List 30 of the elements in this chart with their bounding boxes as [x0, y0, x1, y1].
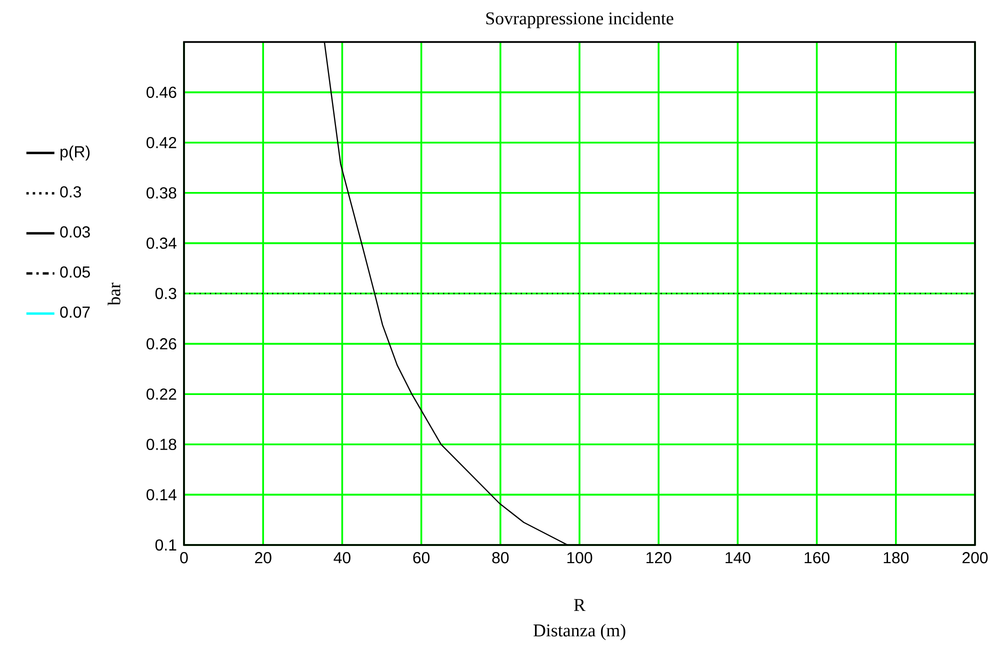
- x-tick-label: 180: [884, 552, 909, 564]
- x-tick-label: 20: [255, 552, 272, 564]
- y-axis-title: bar: [108, 282, 120, 306]
- y-tick-label: 0.18: [146, 438, 176, 450]
- x-axis-title: R: [574, 599, 586, 611]
- y-tick-label: 0.1: [155, 539, 176, 551]
- text: Distanza (m): [533, 624, 626, 640]
- x-tick-label: 40: [334, 552, 350, 564]
- legend-label: 0.03: [60, 226, 90, 238]
- y-tick-label: 0.14: [146, 489, 176, 500]
- legend-label: p(R): [60, 146, 90, 161]
- y-tick-label: 0.46: [146, 86, 176, 98]
- x-tick-label: 60: [413, 552, 430, 564]
- x-tick-label: 160: [804, 552, 830, 564]
- x-tick-label: 120: [646, 552, 672, 564]
- x-tick-label: 100: [567, 552, 592, 564]
- y-tick-label: 0.26: [146, 338, 176, 350]
- y-tick-label: 0.3: [155, 288, 176, 300]
- x-tick-label: 200: [962, 552, 988, 564]
- x-tick-label: 0: [180, 552, 188, 564]
- legend-label: 0.3: [60, 186, 82, 198]
- y-tick-label: 0.34: [146, 238, 176, 249]
- legend-label: 0.07: [60, 306, 90, 318]
- x-tick-label: 140: [726, 552, 750, 564]
- y-tick-label: 0.22: [146, 388, 176, 400]
- y-tick-label: 0.38: [146, 187, 176, 199]
- legend-label: 0.05: [60, 266, 90, 278]
- chart-title: Sovrappressione incidente: [486, 12, 674, 28]
- x-tick-label: 80: [492, 552, 509, 564]
- y-tick-label: 0.42: [146, 136, 176, 148]
